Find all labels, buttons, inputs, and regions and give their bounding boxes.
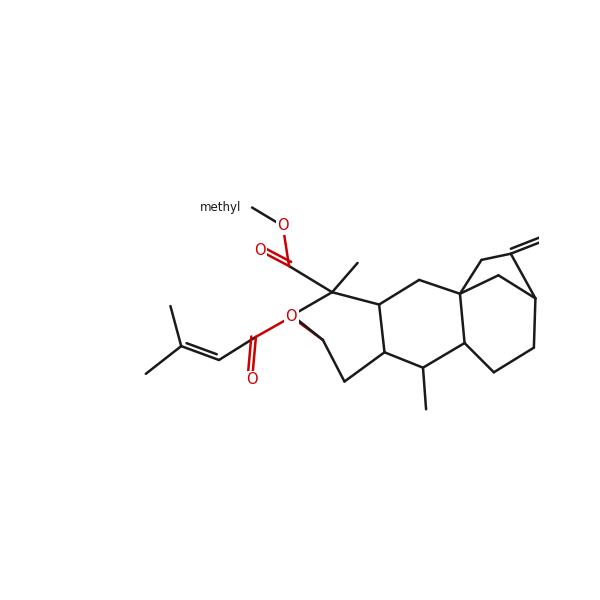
Text: O: O xyxy=(277,218,289,233)
Text: O: O xyxy=(286,310,297,325)
Text: methyl: methyl xyxy=(200,201,241,214)
Text: O: O xyxy=(246,373,258,388)
Text: O: O xyxy=(254,243,266,258)
